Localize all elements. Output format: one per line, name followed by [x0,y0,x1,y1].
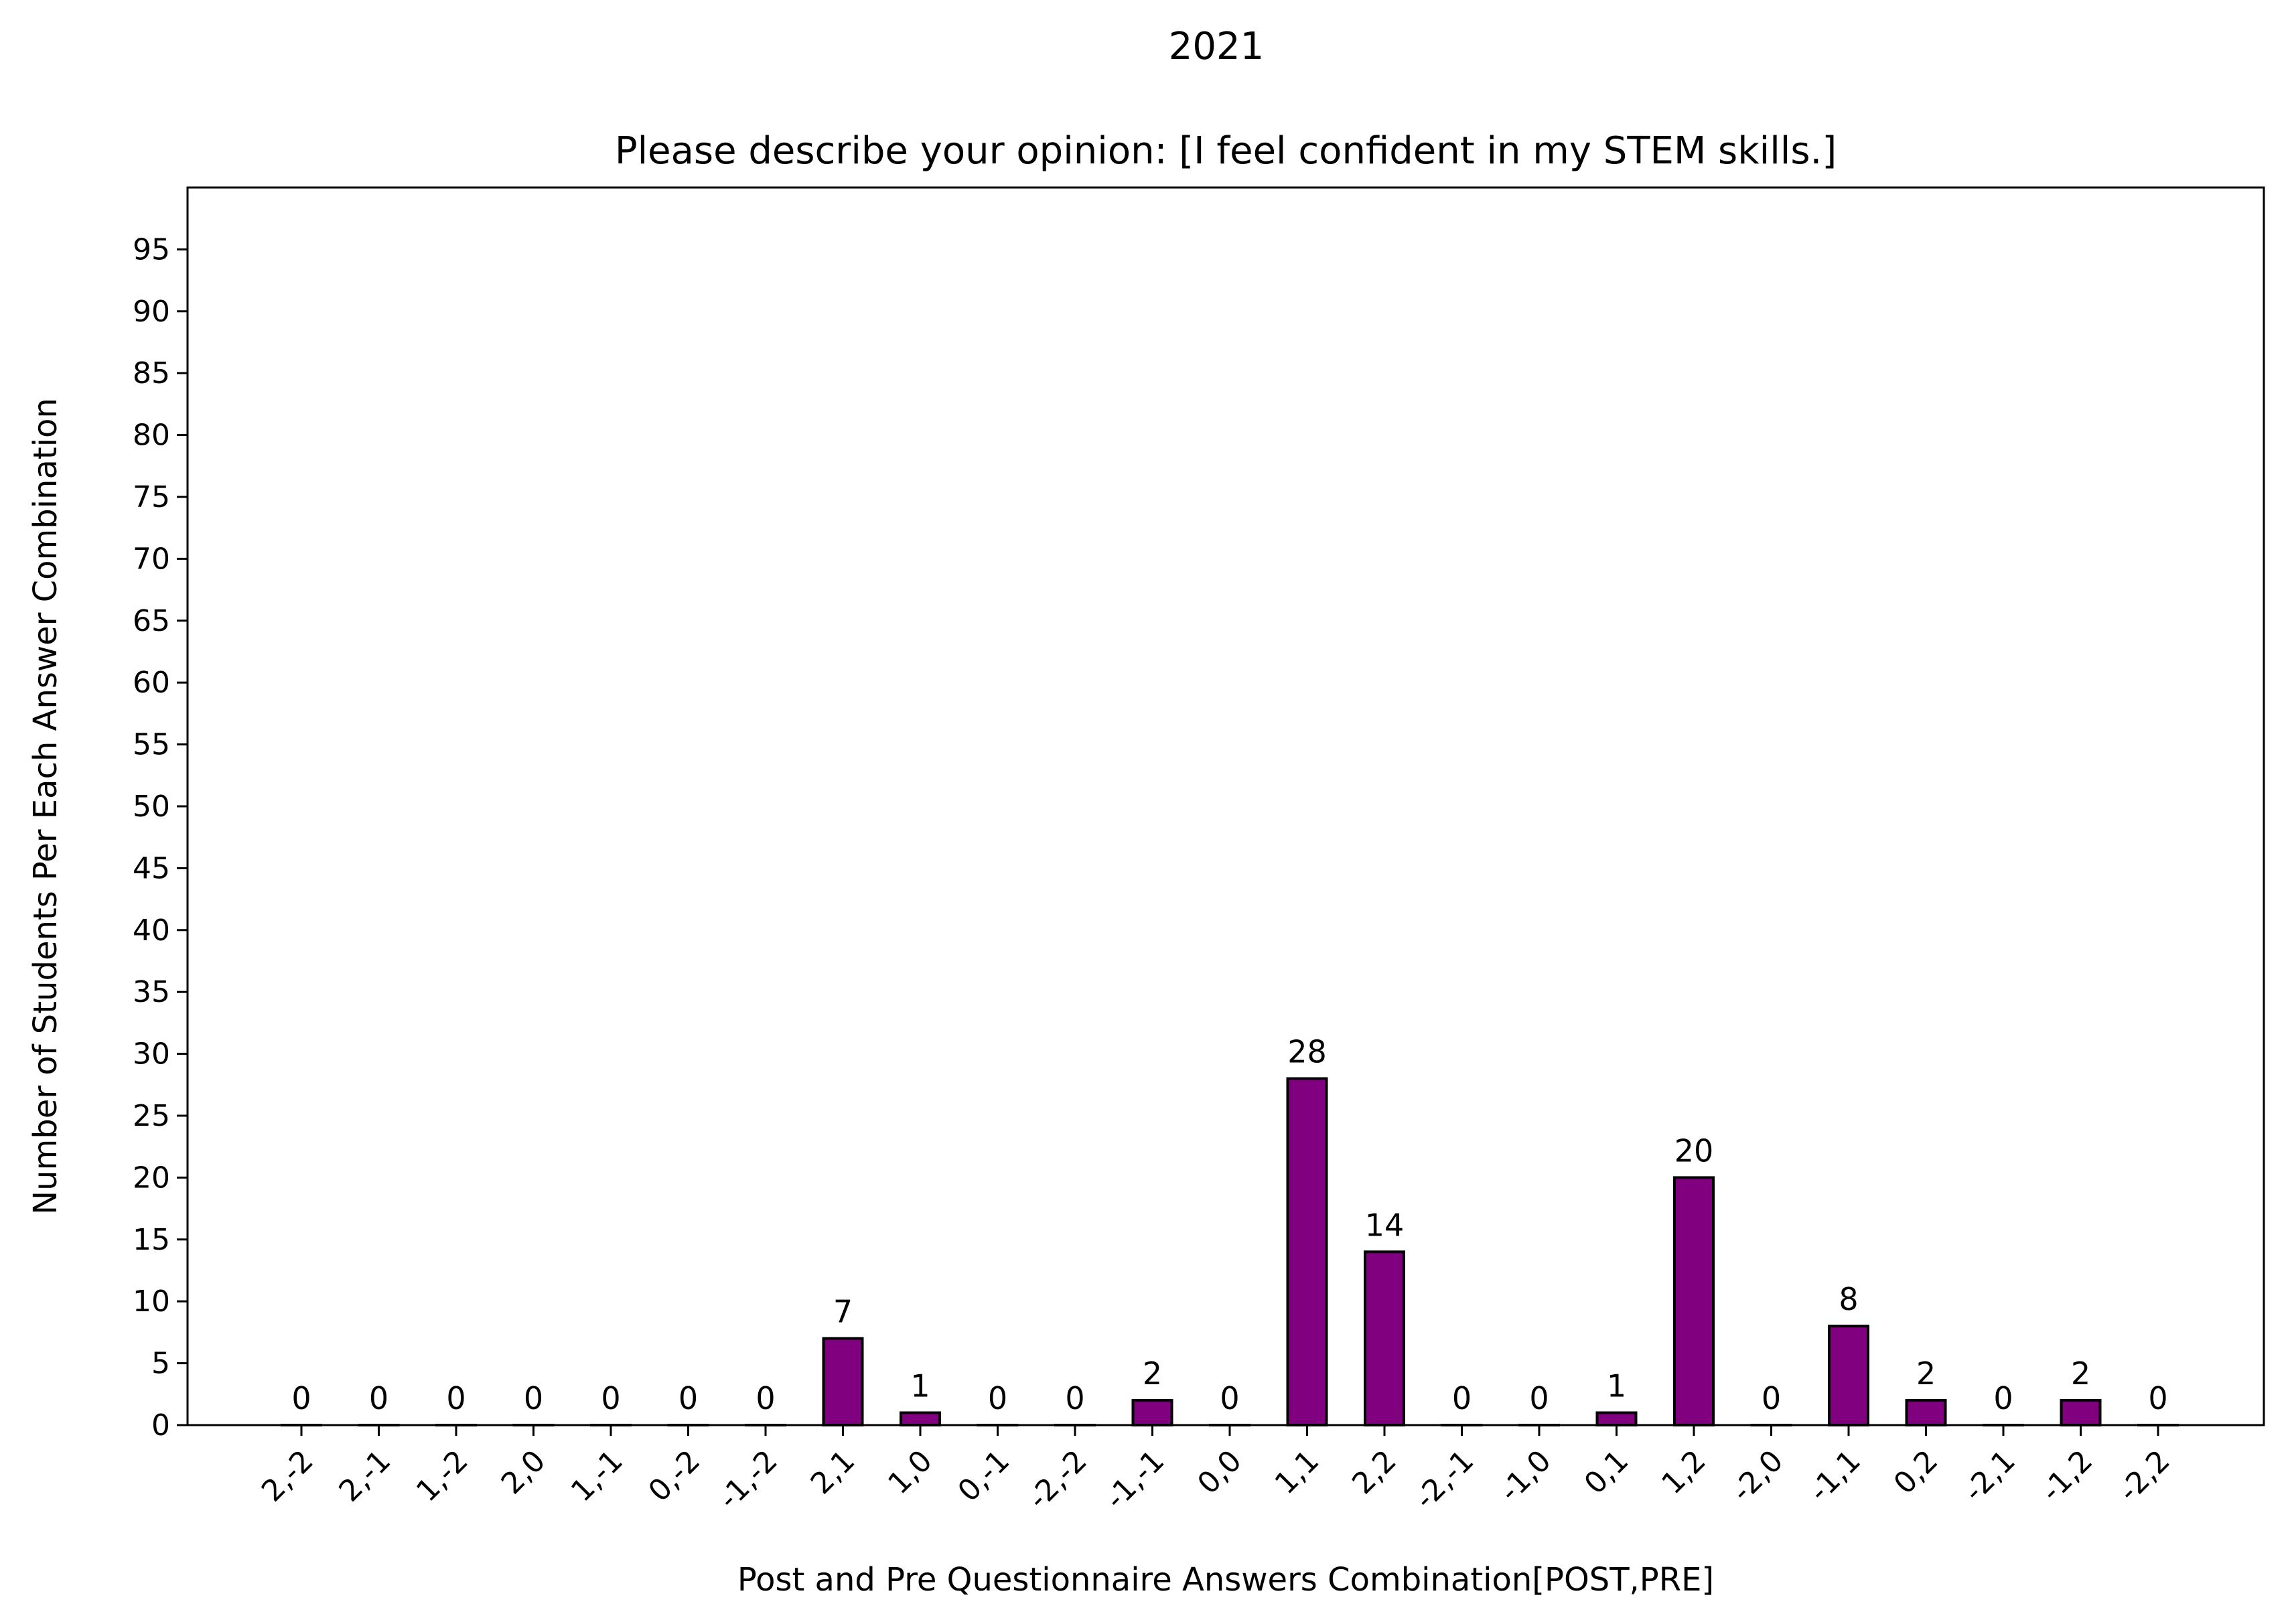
bar-value-label: 0 [678,1380,698,1416]
y-tick-label: 95 [133,232,170,267]
chart-suptitle: 2021 [1169,25,1265,68]
y-tick-label: 65 [133,604,170,638]
bar-value-label: 0 [2148,1380,2167,1416]
bar-value-label: 1 [1607,1368,1626,1404]
bar-value-label: 2 [1916,1355,1936,1392]
bar [1673,1176,1715,1427]
bar [900,1411,941,1427]
y-tick-label: 70 [133,542,170,576]
bar-value-label: 0 [1452,1380,1472,1416]
chart-title: Please describe your opinion: [I feel co… [615,129,1837,173]
bar [1286,1077,1328,1427]
y-tick-label: 80 [133,419,170,453]
bar-value-label: 0 [1993,1380,2013,1416]
y-tick-label: 15 [133,1223,170,1257]
y-axis-ticks: 0 5 10 15 20 25 30 35 40 45 50 55 60 65 70 75 80 85 90 95 [133,232,188,1443]
x-axis-label: Post and Pre Questionnaire Answers Combi… [737,1561,1714,1599]
plot-frame [186,186,2265,1426]
y-axis-label: Number of Students Per Each Answer Combi… [27,398,64,1215]
bar-value-label: 0 [524,1380,543,1416]
y-tick-label: 50 [133,790,170,824]
bar [1595,1411,1638,1427]
bar-value-label: 0 [1065,1380,1084,1416]
y-tick-label: 60 [133,666,170,700]
bar-value-label: 0 [1762,1380,1781,1416]
y-tick-label: 25 [133,1099,170,1133]
bar [1131,1399,1173,1427]
y-tick-label: 5 [151,1347,170,1381]
bar-value-label: 20 [1674,1132,1714,1169]
bar [1905,1399,1947,1427]
bar-value-label: 0 [291,1380,311,1416]
y-tick-label: 55 [133,728,170,762]
bar [1828,1325,1869,1427]
y-tick-label: 0 [151,1408,170,1443]
bar-value-label: 2 [1143,1355,1162,1392]
bar-value-label: 14 [1365,1207,1405,1243]
bar-value-label: 0 [988,1380,1007,1416]
bar [2060,1399,2102,1427]
y-tick-label: 45 [133,851,170,885]
y-tick-label: 20 [133,1161,170,1195]
bar-value-label: 0 [756,1380,775,1416]
bar-value-label: 7 [833,1294,853,1330]
bar-value-label: 0 [369,1380,388,1416]
y-tick-label: 90 [133,295,170,329]
bar-value-label: 0 [601,1380,620,1416]
bar [822,1337,864,1427]
bar-value-label: 0 [1220,1380,1239,1416]
y-tick-label: 40 [133,913,170,948]
bar-value-label: 1 [910,1368,930,1404]
bar-value-label: 0 [446,1380,466,1416]
y-tick-label: 35 [133,975,170,1009]
bar-value-label: 8 [1839,1281,1858,1317]
bar-value-label: 28 [1287,1034,1327,1070]
y-tick-label: 85 [133,356,170,390]
bar-value-label: 0 [1529,1380,1549,1416]
bar-value-label: 2 [2071,1355,2090,1392]
y-tick-label: 75 [133,480,170,514]
y-tick-label: 30 [133,1037,170,1072]
y-tick-label: 10 [133,1284,170,1319]
bar [1364,1250,1405,1427]
